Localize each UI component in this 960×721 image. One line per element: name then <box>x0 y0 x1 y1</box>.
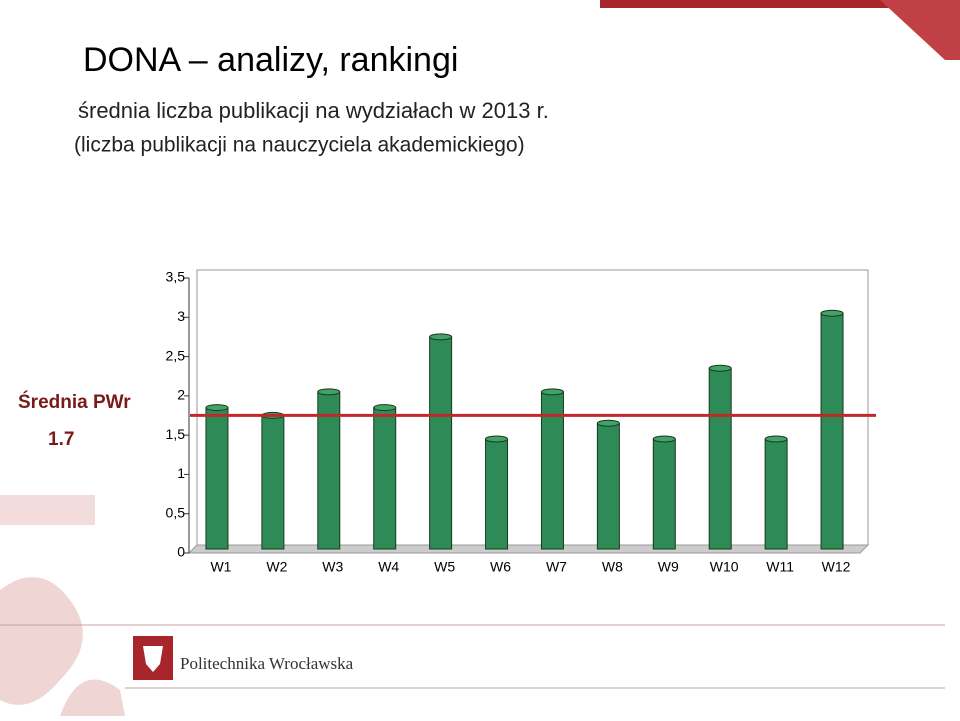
x-tick-label: W4 <box>378 559 399 575</box>
reference-value: 1.7 <box>48 429 74 450</box>
bar <box>485 438 509 550</box>
bar <box>205 407 229 550</box>
bar <box>652 438 676 550</box>
bar <box>764 438 788 550</box>
x-tick-label: W2 <box>266 559 287 575</box>
y-tick-label: 2 <box>177 387 185 403</box>
top-band-accent <box>880 0 960 60</box>
bar-top <box>429 333 453 341</box>
bar-top <box>652 435 676 443</box>
logo-emblem <box>143 646 163 672</box>
x-tick-label: W8 <box>602 559 623 575</box>
bar-top <box>820 309 844 317</box>
bar <box>429 336 453 550</box>
subtitle: średnia liczba publikacji na wydziałach … <box>78 98 549 123</box>
x-tick-label: W12 <box>822 559 851 575</box>
bar-top <box>540 388 564 396</box>
x-tick-label: W7 <box>546 559 567 575</box>
bar-top <box>764 435 788 443</box>
x-tick-label: W3 <box>322 559 343 575</box>
bg-decoration <box>60 679 125 716</box>
x-tick-label: W9 <box>658 559 679 575</box>
logo-text: Politechnika Wrocławska <box>180 654 354 673</box>
bar-top <box>205 404 229 412</box>
y-tick-label: 3,5 <box>166 269 186 285</box>
bar <box>708 367 732 550</box>
bar <box>261 414 285 550</box>
bar-top <box>485 435 509 443</box>
plot-floor <box>187 544 870 554</box>
x-tick-label: W11 <box>766 559 794 575</box>
bg-decoration <box>0 495 95 525</box>
y-tick-label: 1 <box>177 465 185 481</box>
y-tick-label: 0 <box>177 544 185 560</box>
reference-name: Średnia PWr <box>18 391 131 413</box>
bar <box>820 312 844 550</box>
y-tick-label: 3 <box>177 308 185 324</box>
bar-top <box>708 364 732 372</box>
bar-top <box>373 404 397 412</box>
bar-top <box>596 419 620 427</box>
bar <box>373 407 397 550</box>
x-tick-label: W5 <box>434 559 455 575</box>
plot-wall <box>196 269 869 546</box>
chart: 0 0,5 1 1,5 2 2,5 3 3,5 W1 W2 W3 W4 W5 W6 W7 W8 W9 W10 W11… <box>18 269 876 575</box>
bg-decoration <box>0 577 83 705</box>
x-tick-label: W6 <box>490 559 511 575</box>
y-tick-label: 2,5 <box>166 347 186 363</box>
note: (liczba publikacji na nauczyciela akadem… <box>74 134 525 157</box>
bar <box>596 422 620 550</box>
x-tick-label: W1 <box>210 559 231 575</box>
y-tick-label: 1,5 <box>166 426 186 442</box>
title: DONA – analizy, rankingi <box>83 41 458 79</box>
x-tick-label: W10 <box>710 559 739 575</box>
y-tick-label: 0,5 <box>166 504 186 520</box>
bar-top <box>317 388 341 396</box>
